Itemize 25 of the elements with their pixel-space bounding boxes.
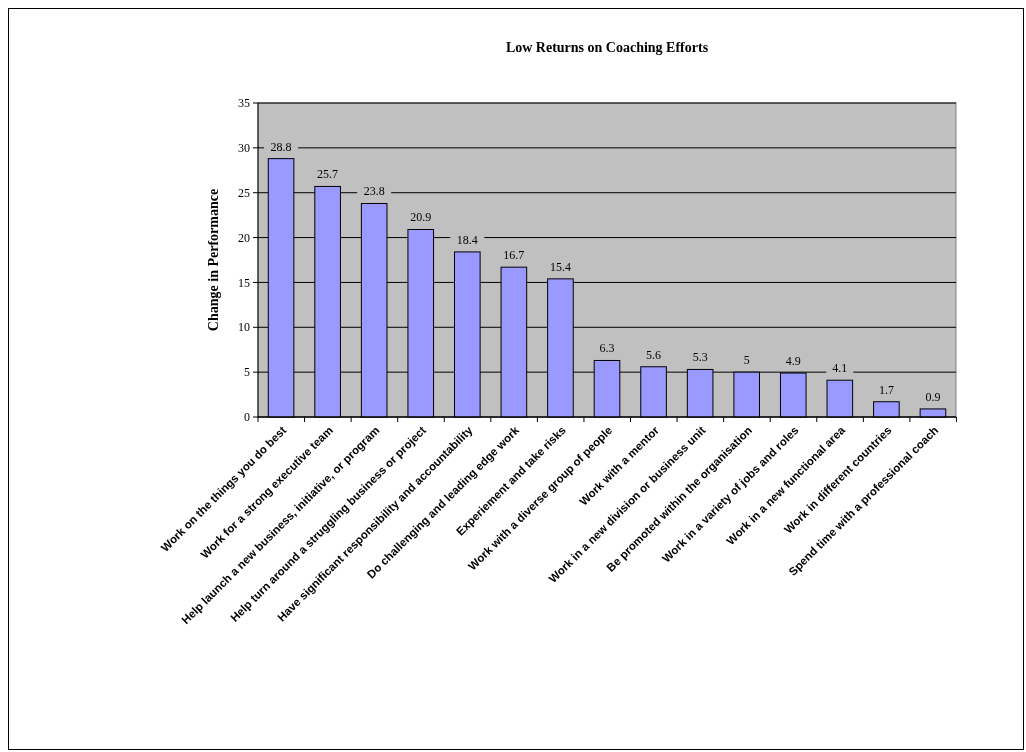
chart-title: Low Returns on Coaching Efforts <box>505 40 709 55</box>
data-label: 5 <box>743 353 750 368</box>
y-tick-label: 5 <box>244 365 250 380</box>
data-label: 25.7 <box>317 167 339 182</box>
data-label: 15.4 <box>549 259 571 274</box>
y-tick-label: 25 <box>238 185 250 200</box>
y-tick-label: 35 <box>238 96 250 111</box>
y-axis-title: Change in Performance <box>206 188 221 332</box>
data-label: 5.3 <box>692 350 708 365</box>
data-label: 5.6 <box>646 347 662 362</box>
y-tick-label: 0 <box>244 410 250 425</box>
data-label: 18.4 <box>456 232 478 247</box>
data-label: 16.7 <box>503 248 525 263</box>
data-label: 0.9 <box>925 389 941 404</box>
y-tick-label: 15 <box>238 275 250 290</box>
data-label: 23.8 <box>363 184 385 199</box>
data-label: 20.9 <box>410 210 432 225</box>
data-label: 4.1 <box>832 361 848 376</box>
y-tick-label: 10 <box>238 320 250 335</box>
data-label: 28.8 <box>270 139 292 154</box>
y-tick-label: 20 <box>238 230 250 245</box>
y-tick-label: 30 <box>238 141 250 156</box>
data-label: 1.7 <box>878 382 894 397</box>
data-label: 4.9 <box>785 354 801 369</box>
data-label: 6.3 <box>599 341 615 356</box>
